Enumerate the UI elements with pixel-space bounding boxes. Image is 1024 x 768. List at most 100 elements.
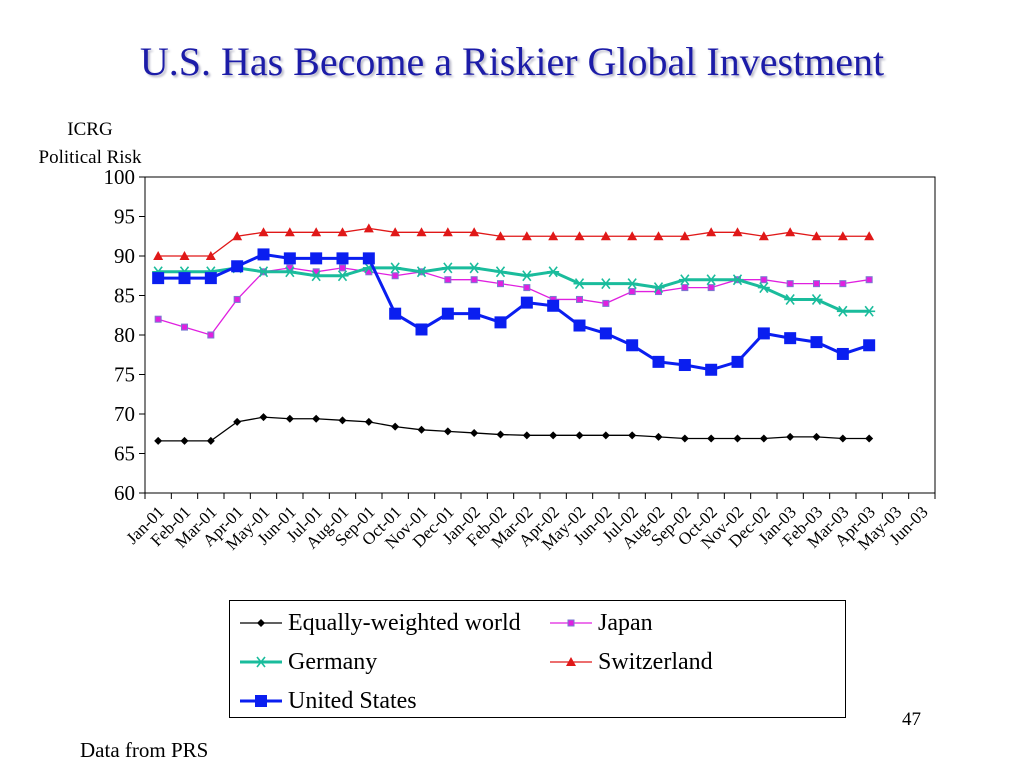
data-point xyxy=(417,425,426,434)
data-point xyxy=(810,293,823,305)
data-point xyxy=(758,231,769,241)
data-point xyxy=(706,227,717,237)
data-point xyxy=(838,434,847,443)
data-point xyxy=(312,414,321,423)
data-point xyxy=(705,363,718,376)
data-point xyxy=(652,355,665,368)
data-point xyxy=(442,227,453,237)
data-point xyxy=(626,339,639,352)
data-point xyxy=(257,248,270,261)
data-point xyxy=(364,417,373,426)
data-point xyxy=(707,284,715,292)
data-point xyxy=(444,276,452,284)
legend-marker xyxy=(257,619,265,627)
data-point xyxy=(494,266,507,278)
data-point xyxy=(573,278,586,290)
data-point xyxy=(521,231,532,241)
y-tick-label: 95 xyxy=(114,205,135,229)
data-point xyxy=(415,266,428,278)
data-point xyxy=(680,434,689,443)
data-point xyxy=(497,280,504,288)
data-point xyxy=(863,339,876,352)
legend-marker xyxy=(567,619,575,627)
line-chart: 6065707580859095100Jan-01Feb-01Mar-01Apr… xyxy=(104,165,936,554)
data-point xyxy=(336,252,349,265)
data-point xyxy=(523,284,531,292)
y-tick-label: 75 xyxy=(114,363,135,387)
data-point xyxy=(627,231,638,241)
data-point xyxy=(310,252,323,265)
data-point xyxy=(441,307,454,320)
data-point xyxy=(389,262,402,274)
data-point xyxy=(415,323,428,336)
data-point xyxy=(678,274,691,286)
data-point xyxy=(549,431,558,440)
data-point xyxy=(757,282,770,294)
data-point xyxy=(389,307,402,320)
series-united-states xyxy=(152,248,876,376)
page-number: 47 xyxy=(902,709,921,730)
data-point xyxy=(207,331,215,339)
data-point xyxy=(839,280,847,288)
plot-area-frame xyxy=(144,176,936,494)
data-point xyxy=(520,296,533,309)
data-point xyxy=(337,227,348,237)
data-point xyxy=(339,264,346,272)
data-point xyxy=(154,436,163,445)
data-point xyxy=(784,293,797,305)
data-point xyxy=(495,231,506,241)
data-point xyxy=(283,266,296,278)
data-point xyxy=(233,295,241,303)
data-point xyxy=(547,266,560,278)
data-point xyxy=(470,428,479,437)
data-point xyxy=(574,231,585,241)
data-point xyxy=(812,432,821,441)
data-point xyxy=(441,262,454,274)
data-point xyxy=(810,336,823,349)
data-point xyxy=(705,274,718,286)
y-tick-label: 60 xyxy=(114,481,135,505)
data-point xyxy=(204,272,217,285)
data-point xyxy=(601,431,610,440)
data-point xyxy=(362,252,375,265)
data-point xyxy=(681,284,689,292)
data-point xyxy=(575,431,584,440)
legend-item-united-states: United States xyxy=(238,687,417,715)
data-point xyxy=(178,272,191,285)
series-line-united-states xyxy=(158,252,870,372)
legend-label: Germany xyxy=(288,648,378,675)
series-line-equally-weighted-world xyxy=(158,416,870,442)
data-point xyxy=(233,417,242,426)
data-point xyxy=(258,227,269,237)
data-point xyxy=(494,316,507,329)
data-point xyxy=(336,270,349,282)
data-point xyxy=(757,327,770,340)
data-point xyxy=(599,327,612,340)
data-point xyxy=(206,436,215,445)
legend-item-switzerland: Switzerland xyxy=(548,648,713,676)
data-point xyxy=(786,432,795,441)
data-point xyxy=(573,319,586,332)
data-point xyxy=(679,231,690,241)
data-point xyxy=(153,251,164,260)
data-point xyxy=(468,262,481,274)
legend-swatch xyxy=(240,619,282,627)
data-point xyxy=(576,295,583,303)
data-point xyxy=(391,422,400,431)
data-point xyxy=(628,288,636,296)
data-point xyxy=(154,315,162,323)
legend-marker xyxy=(566,657,576,666)
data-point xyxy=(813,280,820,288)
data-point xyxy=(811,231,822,241)
y-axis-label-line2: Political Risk xyxy=(38,147,142,168)
y-tick-label: 90 xyxy=(114,244,135,268)
legend-label: Switzerland xyxy=(598,648,713,675)
data-point xyxy=(707,434,716,443)
data-point xyxy=(628,431,637,440)
data-point xyxy=(865,276,873,284)
data-point xyxy=(231,260,244,273)
data-point xyxy=(786,280,794,288)
data-point xyxy=(363,223,374,233)
data-point xyxy=(836,305,849,317)
data-point xyxy=(310,270,323,282)
